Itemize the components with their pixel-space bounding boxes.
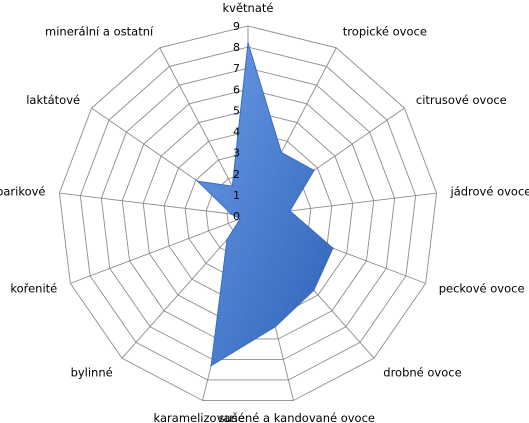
data-point <box>247 42 249 44</box>
tick-label: 5 <box>233 104 240 117</box>
grid-ring <box>79 46 417 381</box>
tick-label: 6 <box>233 83 240 96</box>
tick-label: 9 <box>233 20 240 33</box>
category-label: bylinné <box>71 366 113 380</box>
spoke <box>70 215 249 284</box>
tick-label: 3 <box>233 147 240 160</box>
category-label: květnaté <box>223 1 274 15</box>
data-point <box>210 364 212 367</box>
data-point <box>280 151 283 154</box>
category-label: kořenité <box>10 281 57 295</box>
category-label: karamelizované <box>154 411 245 423</box>
category-label: drobné ovoce <box>383 366 461 380</box>
data-point <box>226 238 228 241</box>
category-label: sušené a kandované ovoce <box>219 411 375 423</box>
data-point <box>239 218 241 220</box>
tick-label: 7 <box>233 62 240 75</box>
category-label: jádrové ovoce <box>450 184 529 198</box>
tick-label: 1 <box>233 189 240 202</box>
grid-ring <box>58 25 438 401</box>
data-point <box>289 210 291 212</box>
category-label: citrusové ovoce <box>416 93 507 107</box>
category-label: laktátové <box>26 93 80 107</box>
data-point <box>196 180 199 183</box>
tick-label: 2 <box>233 168 240 181</box>
data-point <box>230 213 233 215</box>
category-label: tropické ovoce <box>343 24 427 38</box>
radial-axis-ticks: 0 1 2 3 4 5 6 7 8 9 <box>233 20 240 223</box>
category-label: minerální a ostatní <box>45 24 154 38</box>
data-point <box>231 185 234 187</box>
spoke <box>59 192 249 217</box>
category-label: barikové <box>0 184 45 198</box>
series-area <box>196 42 334 367</box>
data-point <box>332 247 334 249</box>
tick-label: 8 <box>233 41 240 54</box>
category-label: peckové ovoce <box>439 281 525 295</box>
data-point <box>313 169 315 172</box>
data-point <box>274 325 277 328</box>
tick-label: 0 <box>233 210 240 223</box>
tick-label: 4 <box>233 126 240 139</box>
grid-ring <box>100 67 396 360</box>
data-point <box>312 289 315 292</box>
radar-series <box>196 42 334 367</box>
